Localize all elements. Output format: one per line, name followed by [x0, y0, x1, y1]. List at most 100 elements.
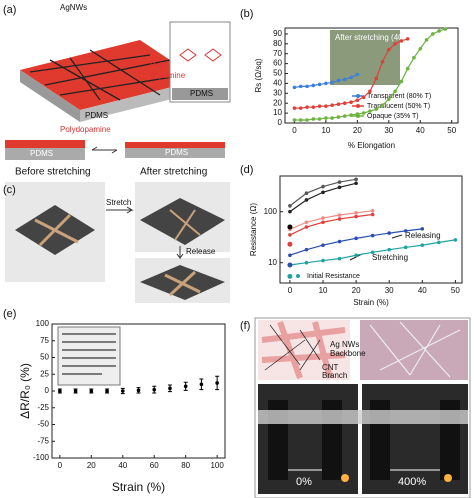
- data-point: [152, 387, 157, 392]
- annotation: Stretching: [372, 253, 408, 262]
- annotation: Releasing: [405, 231, 441, 240]
- legend-marker: [356, 104, 360, 108]
- label: Backbone: [330, 349, 366, 358]
- data-point: [321, 220, 325, 225]
- data-point: [431, 32, 435, 36]
- y-tick-label: 75: [40, 336, 49, 345]
- series-line: [289, 210, 373, 230]
- data-point: [292, 85, 297, 90]
- data-point: [337, 217, 342, 221]
- data-point: [321, 258, 325, 263]
- data-point: [349, 113, 353, 117]
- x-tick-label: 0: [292, 126, 297, 135]
- data-point: [336, 115, 341, 119]
- arrow: [391, 234, 403, 239]
- data-point: [337, 239, 342, 244]
- data-point: [292, 106, 297, 110]
- nanowires: [29, 49, 186, 101]
- data-point: [287, 273, 293, 279]
- data-point: [287, 224, 293, 230]
- data-point: [215, 381, 219, 385]
- data-point: [298, 106, 303, 110]
- label: PDMS: [165, 148, 188, 157]
- x-tick-label: 60: [150, 461, 159, 470]
- panel-label: (c): [3, 184, 16, 196]
- data-point: [370, 208, 375, 213]
- x-tick-label: 40: [418, 286, 427, 295]
- data-point: [337, 256, 342, 261]
- label: Release: [186, 247, 216, 256]
- data-point: [330, 103, 334, 107]
- molecule: [179, 48, 222, 62]
- data-point: [305, 105, 309, 109]
- data-point: [374, 76, 379, 81]
- y-tick-label: 30: [273, 88, 282, 97]
- panel-label: (a): [3, 4, 16, 16]
- plot-frame: [279, 175, 463, 284]
- data-point: [387, 247, 392, 252]
- y-tick-label: 20: [273, 98, 282, 107]
- inset-photo: [57, 326, 121, 386]
- x-tick-label: 10: [321, 126, 330, 135]
- data-point: [324, 116, 328, 120]
- inset-pdms: [172, 88, 228, 100]
- data-point: [321, 243, 325, 248]
- label: After stretching: [140, 167, 207, 178]
- label: AgNWs: [60, 3, 87, 12]
- x-axis-label: Strain (%): [353, 298, 389, 307]
- data-point: [387, 47, 391, 52]
- data-point: [337, 213, 342, 217]
- silver-layer: [20, 40, 200, 110]
- legend-marker: [356, 114, 360, 118]
- data-point: [311, 105, 316, 109]
- data-point: [418, 46, 423, 51]
- x-tick-label: 0: [288, 286, 293, 295]
- y-tick-label: 0: [278, 118, 283, 127]
- data-point: [393, 42, 397, 46]
- data-point: [380, 103, 385, 107]
- data-point: [321, 184, 325, 189]
- data-point: [330, 80, 334, 85]
- legend-label: Transparent (80% T): [367, 93, 431, 100]
- data-point: [399, 79, 404, 84]
- data-point: [370, 250, 375, 255]
- data-point: [136, 388, 141, 393]
- legend-label: Initial Resistance: [307, 273, 360, 280]
- y-tick-label: 70: [273, 49, 282, 58]
- data-point: [355, 72, 360, 77]
- data-point: [387, 231, 392, 235]
- label: Branch: [322, 371, 347, 380]
- data-point: [349, 75, 353, 80]
- panel-label: (e): [3, 308, 16, 320]
- x-tick-label: 20: [87, 461, 96, 470]
- label: PDMS: [190, 89, 213, 98]
- pdms-after: [125, 148, 225, 158]
- data-point: [304, 225, 309, 229]
- wire: [169, 209, 201, 241]
- inset-photo: [330, 30, 400, 85]
- branch: [264, 324, 321, 371]
- data-point: [349, 100, 353, 105]
- ruler: [258, 410, 468, 424]
- y-tick-label: 25: [40, 369, 49, 378]
- data-point: [355, 98, 360, 103]
- data-point: [354, 181, 358, 186]
- data-point: [298, 84, 303, 89]
- data-point: [354, 211, 358, 215]
- data-point: [120, 389, 125, 393]
- x-tick-label: 20: [353, 126, 362, 135]
- sem-fibers: [369, 321, 461, 378]
- data-point: [183, 384, 188, 389]
- data-point: [317, 82, 322, 87]
- data-point: [287, 241, 293, 247]
- wire: [164, 270, 201, 297]
- data-point: [368, 89, 372, 94]
- data-point: [405, 37, 410, 41]
- y-tick-label: 0: [45, 386, 50, 395]
- series-line: [289, 228, 423, 256]
- annotation: After stretching (40%): [335, 33, 413, 42]
- data-point: [317, 117, 322, 121]
- series-line: [289, 213, 373, 236]
- data-point: [336, 78, 341, 83]
